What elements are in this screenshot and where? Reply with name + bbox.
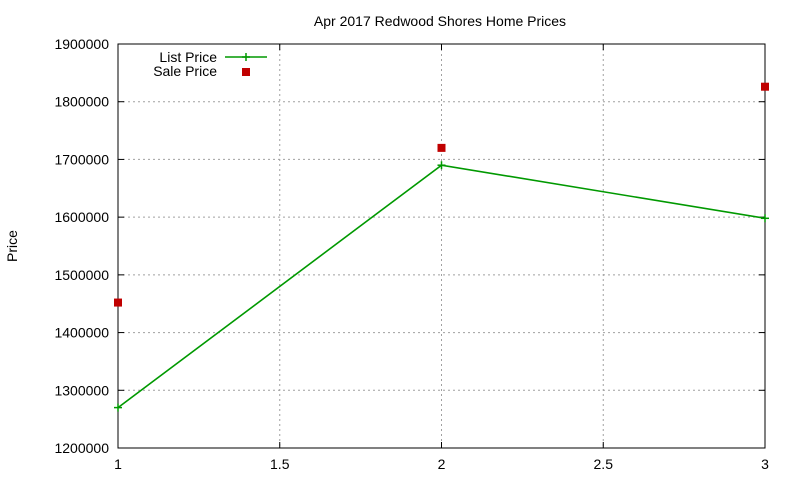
axis-ticks: 1 1.5 2 2.5 3 1200000 1300000 1400000 1500000 160… (54, 36, 769, 472)
y-tick-label: 1300000 (54, 382, 109, 398)
y-tick-label: 1200000 (54, 440, 109, 456)
sale-price-point (114, 298, 122, 307)
grid (118, 44, 765, 448)
y-tick-label: 1800000 (54, 94, 109, 110)
list-price-point (761, 214, 769, 223)
legend-label: Sale Price (153, 63, 217, 79)
x-tick-label: 2.5 (594, 456, 614, 472)
y-tick-label: 1600000 (54, 209, 109, 225)
y-tick-label: 1400000 (54, 325, 109, 341)
legend-item-sale-price: Sale Price (153, 63, 250, 79)
chart-title: Apr 2017 Redwood Shores Home Prices (314, 13, 566, 29)
list-price-point (437, 161, 446, 170)
legend-item-list-price: List Price (159, 49, 267, 65)
list-price-point (114, 403, 122, 412)
x-tick-label: 3 (761, 456, 769, 472)
x-tick-label: 2 (438, 456, 446, 472)
y-tick-label: 1500000 (54, 267, 109, 283)
list-price-line (117, 164, 766, 409)
legend-label: List Price (159, 49, 217, 65)
y-tick-label: 1900000 (54, 36, 109, 52)
sale-price-point (761, 82, 769, 91)
sale-price-point (437, 143, 446, 152)
y-tick-label: 1700000 (54, 151, 109, 167)
series-sale-price (114, 82, 769, 307)
series-group (114, 82, 769, 412)
series-list-price (114, 161, 769, 412)
y-axis-label: Price (4, 230, 20, 262)
x-tick-label: 1.5 (270, 456, 290, 472)
legend-marker (242, 53, 250, 61)
x-tick-label: 1 (114, 456, 122, 472)
legend-marker (242, 68, 250, 76)
